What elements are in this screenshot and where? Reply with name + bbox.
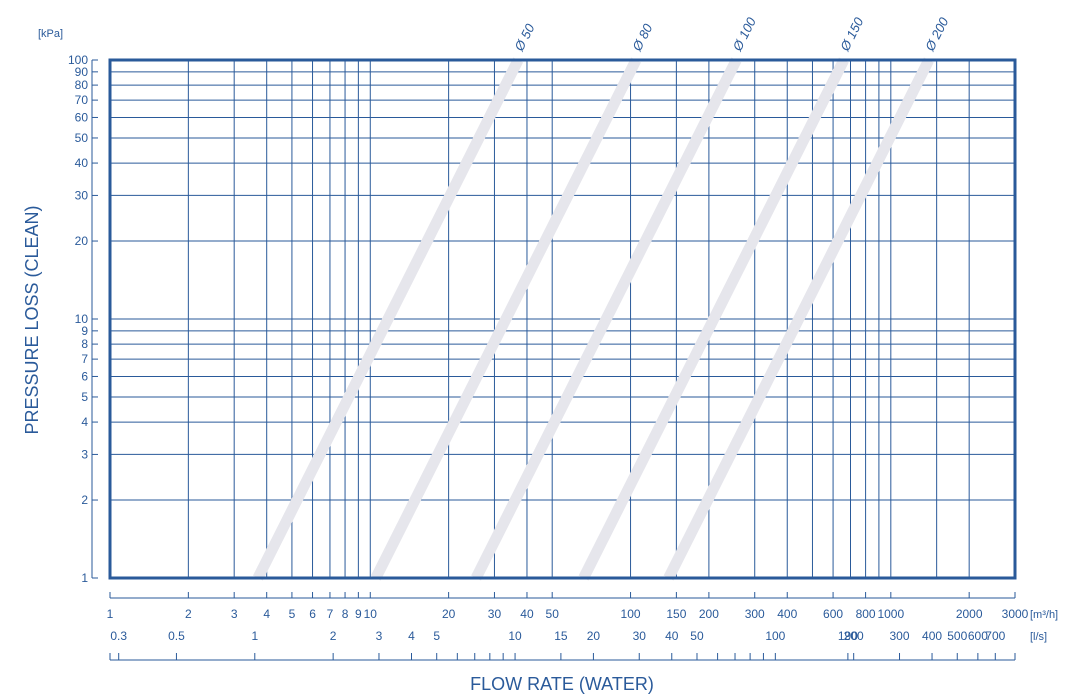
grid <box>110 60 1015 578</box>
y-tick-label: 80 <box>75 78 89 92</box>
y-tick-label: 7 <box>81 352 88 366</box>
x-tick-label-secondary: 40 <box>665 629 679 643</box>
x-tick-label-secondary: 1 <box>251 629 258 643</box>
x-unit-primary-label: [m³/h] <box>1030 609 1058 621</box>
y-tick-label: 60 <box>75 110 89 124</box>
x-tick-label-secondary: 15 <box>554 629 568 643</box>
x-tick-label-primary: 2 <box>185 607 192 621</box>
x-tick-label-primary: 2000 <box>956 607 983 621</box>
x-tick-label-primary: 8 <box>342 607 349 621</box>
x-tick-label-secondary: 10 <box>508 629 522 643</box>
x-axis-title: FLOW RATE (WATER) <box>470 674 654 694</box>
x-tick-label-secondary: 5 <box>433 629 440 643</box>
x-tick-label-primary: 30 <box>488 607 502 621</box>
curves <box>252 57 934 581</box>
x-tick-label-secondary: 100 <box>765 629 785 643</box>
x-tick-label-secondary: 600 <box>968 629 988 643</box>
series-label: Ø 80 <box>629 21 656 54</box>
series-line <box>252 57 524 581</box>
y-tick-label: 2 <box>81 493 88 507</box>
y-tick-label: 90 <box>75 65 89 79</box>
y-tick-label: 30 <box>75 188 89 202</box>
y-tick-label: 4 <box>81 415 88 429</box>
x-axis: 1 2 3 4 5 6 7 8 9 10 20 30 40 50 100 150 200 300 400 600 800… <box>107 592 1029 661</box>
x-tick-label-primary: 4 <box>263 607 270 621</box>
series-label: Ø 150 <box>837 14 867 54</box>
x-tick-label-secondary: 0.3 <box>110 629 127 643</box>
x-tick-label-secondary: 300 <box>890 629 910 643</box>
x-tick-label-primary: 6 <box>309 607 316 621</box>
x-tick-label-secondary: 500 <box>947 629 967 643</box>
series-line <box>663 57 934 581</box>
y-tick-label: 20 <box>75 234 89 248</box>
plot-frame <box>108 58 1017 580</box>
series-line <box>578 57 849 581</box>
y-tick-label: 50 <box>75 131 89 145</box>
series-label: Ø 100 <box>729 14 759 54</box>
y-tick-label: 8 <box>81 337 88 351</box>
x-unit-secondary-label: [l/s] <box>1030 631 1047 643</box>
x-tick-label-secondary: 400 <box>922 629 942 643</box>
series-line <box>370 57 641 581</box>
series-label: Ø 200 <box>922 14 952 54</box>
x-tick-label-secondary: 700 <box>985 629 1005 643</box>
y-tick-label: 1 <box>81 571 88 585</box>
x-tick-label-primary: 40 <box>520 607 534 621</box>
x-tick-label-primary: 3 <box>231 607 238 621</box>
y-tick-label: 9 <box>81 324 88 338</box>
x-tick-label-secondary: 30 <box>633 629 647 643</box>
y-tick-label: 70 <box>75 93 89 107</box>
x-tick-label-primary: 1000 <box>877 607 904 621</box>
x-tick-label-secondary: 200 <box>844 629 864 643</box>
x-tick-label-secondary: 50 <box>690 629 704 643</box>
x-tick-label-primary: 5 <box>289 607 296 621</box>
x-tick-label-primary: 300 <box>745 607 765 621</box>
x-tick-label-primary: 10 <box>364 607 378 621</box>
x-tick-label-primary: 100 <box>621 607 641 621</box>
y-tick-label: 6 <box>81 369 88 383</box>
y-tick-label: 10 <box>75 312 89 326</box>
y-tick-label: 100 <box>68 53 88 67</box>
x-tick-label-secondary: 20 <box>587 629 601 643</box>
y-tick-label: 40 <box>75 156 89 170</box>
x-tick-label-primary: 600 <box>823 607 843 621</box>
x-tick-label-secondary: 4 <box>408 629 415 643</box>
x-tick-label-secondary: 2 <box>330 629 337 643</box>
x-tick-label-primary: 1 <box>107 607 114 621</box>
y-tick-label: 5 <box>81 390 88 404</box>
series-label: Ø 50 <box>511 21 538 54</box>
x-tick-label-primary: 150 <box>666 607 686 621</box>
x-tick-label-primary: 50 <box>546 607 560 621</box>
x-tick-label-secondary: 3 <box>376 629 383 643</box>
x-tick-label-primary: 400 <box>777 607 797 621</box>
x-tick-label-primary: 9 <box>355 607 362 621</box>
y-tick-label: 3 <box>81 447 88 461</box>
x-tick-label-secondary: 0.5 <box>168 629 185 643</box>
x-tick-label-primary: 800 <box>856 607 876 621</box>
series-line <box>471 57 742 581</box>
x-tick-label-secondary: 190 <box>838 629 858 643</box>
x-tick-label-primary: 3000 <box>1002 607 1029 621</box>
x-tick-label-primary: 7 <box>327 607 334 621</box>
y-unit-label: [kPa] <box>38 28 63 40</box>
x-tick-label-primary: 200 <box>699 607 719 621</box>
x-tick-label-primary: 20 <box>442 607 456 621</box>
y-axis-title: PRESSURE LOSS (CLEAN) <box>22 205 42 434</box>
